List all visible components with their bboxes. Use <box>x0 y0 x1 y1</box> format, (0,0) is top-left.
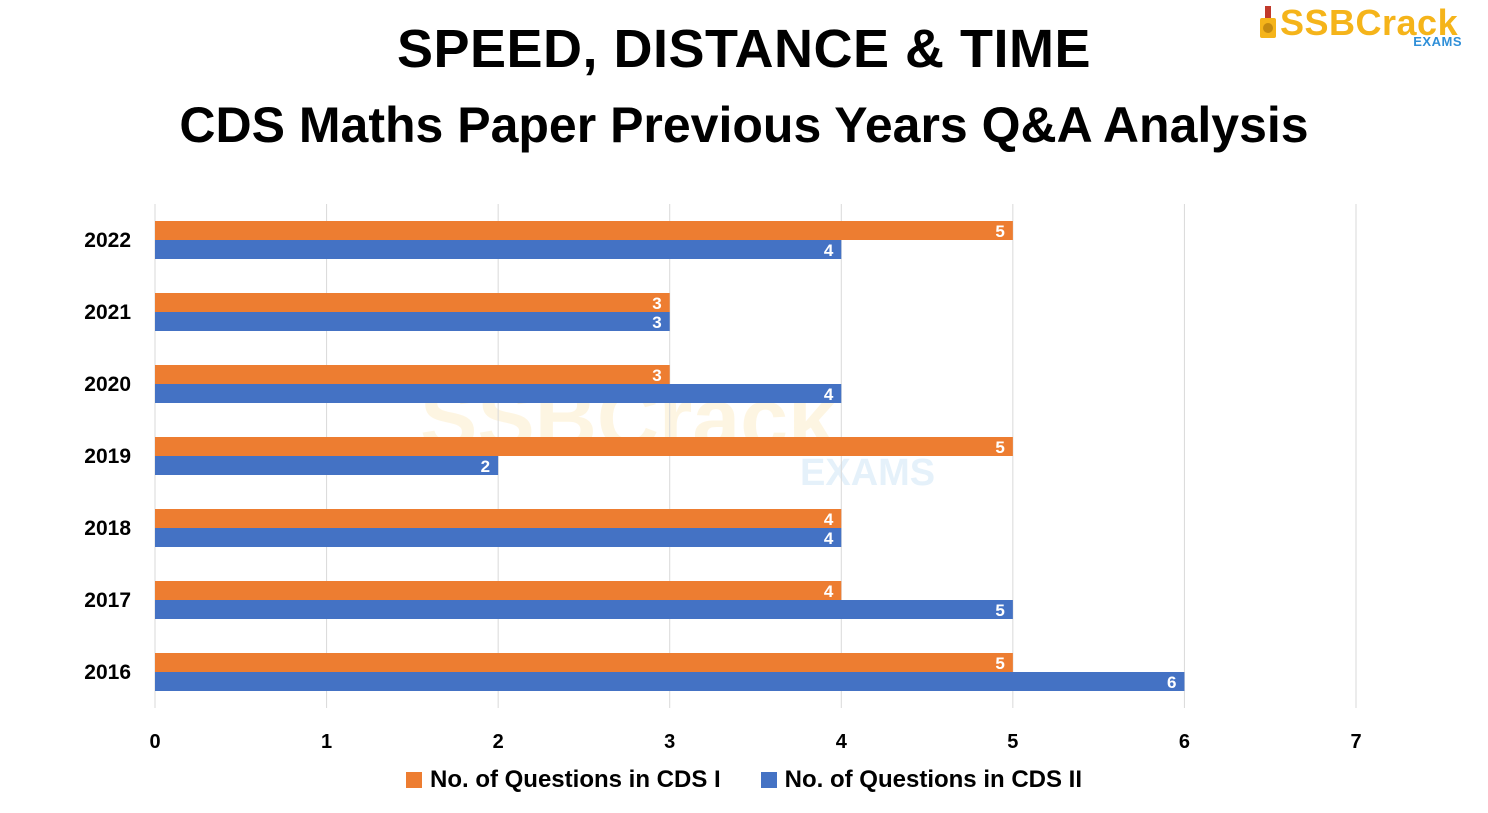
bar <box>155 528 842 547</box>
logo-sub: EXAMS <box>1413 34 1462 49</box>
y-tick-label: 2019 <box>84 445 131 468</box>
bar <box>155 293 670 312</box>
bar <box>155 600 1013 619</box>
y-tick-label: 2022 <box>84 229 131 252</box>
y-tick-label: 2021 <box>84 301 131 324</box>
x-tick-label: 0 <box>149 731 160 753</box>
data-label: 6 <box>1167 673 1176 692</box>
bar <box>155 437 1013 456</box>
x-tick-label: 5 <box>1007 731 1018 753</box>
legend-item-cds2: No. of Questions in CDS II <box>760 766 1082 794</box>
page-subtitle: CDS Maths Paper Previous Years Q&A Analy… <box>179 97 1309 153</box>
bar <box>155 365 670 384</box>
legend-label-cds1: No. of Questions in CDS I <box>429 766 721 793</box>
data-label: 5 <box>995 654 1004 673</box>
legend-item-cds1: No. of Questions in CDS I <box>405 766 721 794</box>
x-tick-label: 6 <box>1179 731 1190 753</box>
data-label: 4 <box>824 385 834 404</box>
data-label: 3 <box>652 294 661 313</box>
bar <box>155 581 842 600</box>
bar <box>155 653 1013 672</box>
legend-swatch-cds1 <box>405 772 422 788</box>
data-label: 5 <box>995 601 1004 620</box>
brand-logo: SSBCrack EXAMS <box>1258 2 1468 50</box>
bar <box>155 384 842 403</box>
bar <box>155 221 1013 240</box>
data-label: 5 <box>995 438 1004 457</box>
y-tick-label: 2017 <box>84 589 131 612</box>
chart-legend: No. of Questions in CDS I No. of Questio… <box>0 766 1488 794</box>
data-label: 5 <box>995 222 1004 241</box>
data-label: 4 <box>824 241 834 260</box>
y-tick-label: 2020 <box>84 373 131 396</box>
data-label: 2 <box>481 457 490 476</box>
medal-icon <box>1260 6 1276 38</box>
x-tick-label: 4 <box>836 731 848 753</box>
x-tick-label: 1 <box>321 731 332 753</box>
page-title: SPEED, DISTANCE & TIME <box>396 19 1092 79</box>
data-label: 4 <box>824 510 834 529</box>
data-label: 3 <box>652 313 661 332</box>
y-tick-label: 2016 <box>84 661 131 684</box>
legend-swatch-cds2 <box>760 772 777 788</box>
data-label: 4 <box>824 582 834 601</box>
logo-brand: SSBCrack <box>1280 2 1459 43</box>
bar <box>155 509 842 528</box>
x-tick-label: 7 <box>1350 731 1361 753</box>
bar <box>155 240 842 259</box>
x-tick-label: 3 <box>664 731 675 753</box>
y-tick-label: 2018 <box>84 517 131 540</box>
bar <box>155 456 499 475</box>
bar <box>155 672 1185 691</box>
bar <box>155 312 670 331</box>
legend-label-cds2: No. of Questions in CDS II <box>784 766 1082 793</box>
data-label: 4 <box>824 529 834 548</box>
data-label: 3 <box>652 366 661 385</box>
x-tick-label: 2 <box>493 731 504 753</box>
